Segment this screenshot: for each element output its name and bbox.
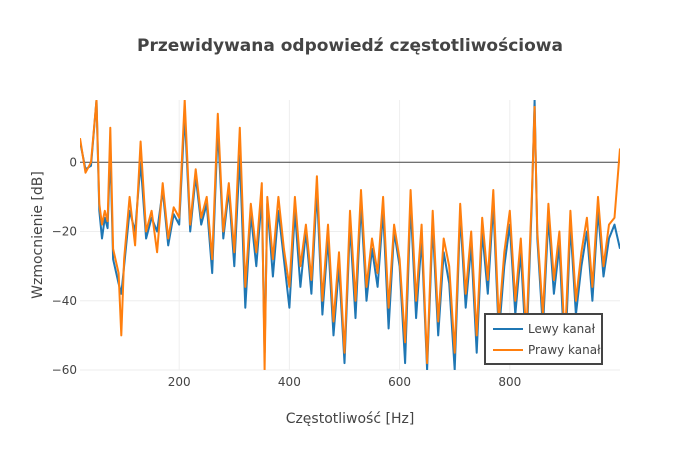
y-tick-label: −60 <box>52 363 77 377</box>
x-tick-label: 200 <box>168 375 191 389</box>
grid-layer <box>80 100 620 371</box>
legend[interactable]: Lewy kanał Prawy kanał <box>484 313 603 365</box>
y-tick-label: −40 <box>52 294 77 308</box>
x-tick-label: 400 <box>278 375 301 389</box>
x-tick-label: 800 <box>498 375 521 389</box>
legend-box <box>484 313 603 365</box>
chart-title: Przewidywana odpowiedź częstotliwościowa <box>137 36 563 56</box>
legend-label-2: Prawy kanał <box>528 343 601 357</box>
y-axis-title: Wzmocnienie [dB] <box>30 171 46 299</box>
tick-label-layer: 200 400 600 800 0 −20 −40 −60 <box>52 155 522 389</box>
x-tick-label: 600 <box>388 375 411 389</box>
x-axis-title: Częstotliwość [Hz] <box>286 411 415 427</box>
series-line-2 <box>80 100 620 370</box>
legend-label-1: Lewy kanał <box>528 322 596 336</box>
series-layer <box>80 100 620 370</box>
y-tick-label: −20 <box>52 225 77 239</box>
y-tick-label: 0 <box>69 155 77 169</box>
legend-items: Lewy kanał Prawy kanał <box>493 322 601 357</box>
